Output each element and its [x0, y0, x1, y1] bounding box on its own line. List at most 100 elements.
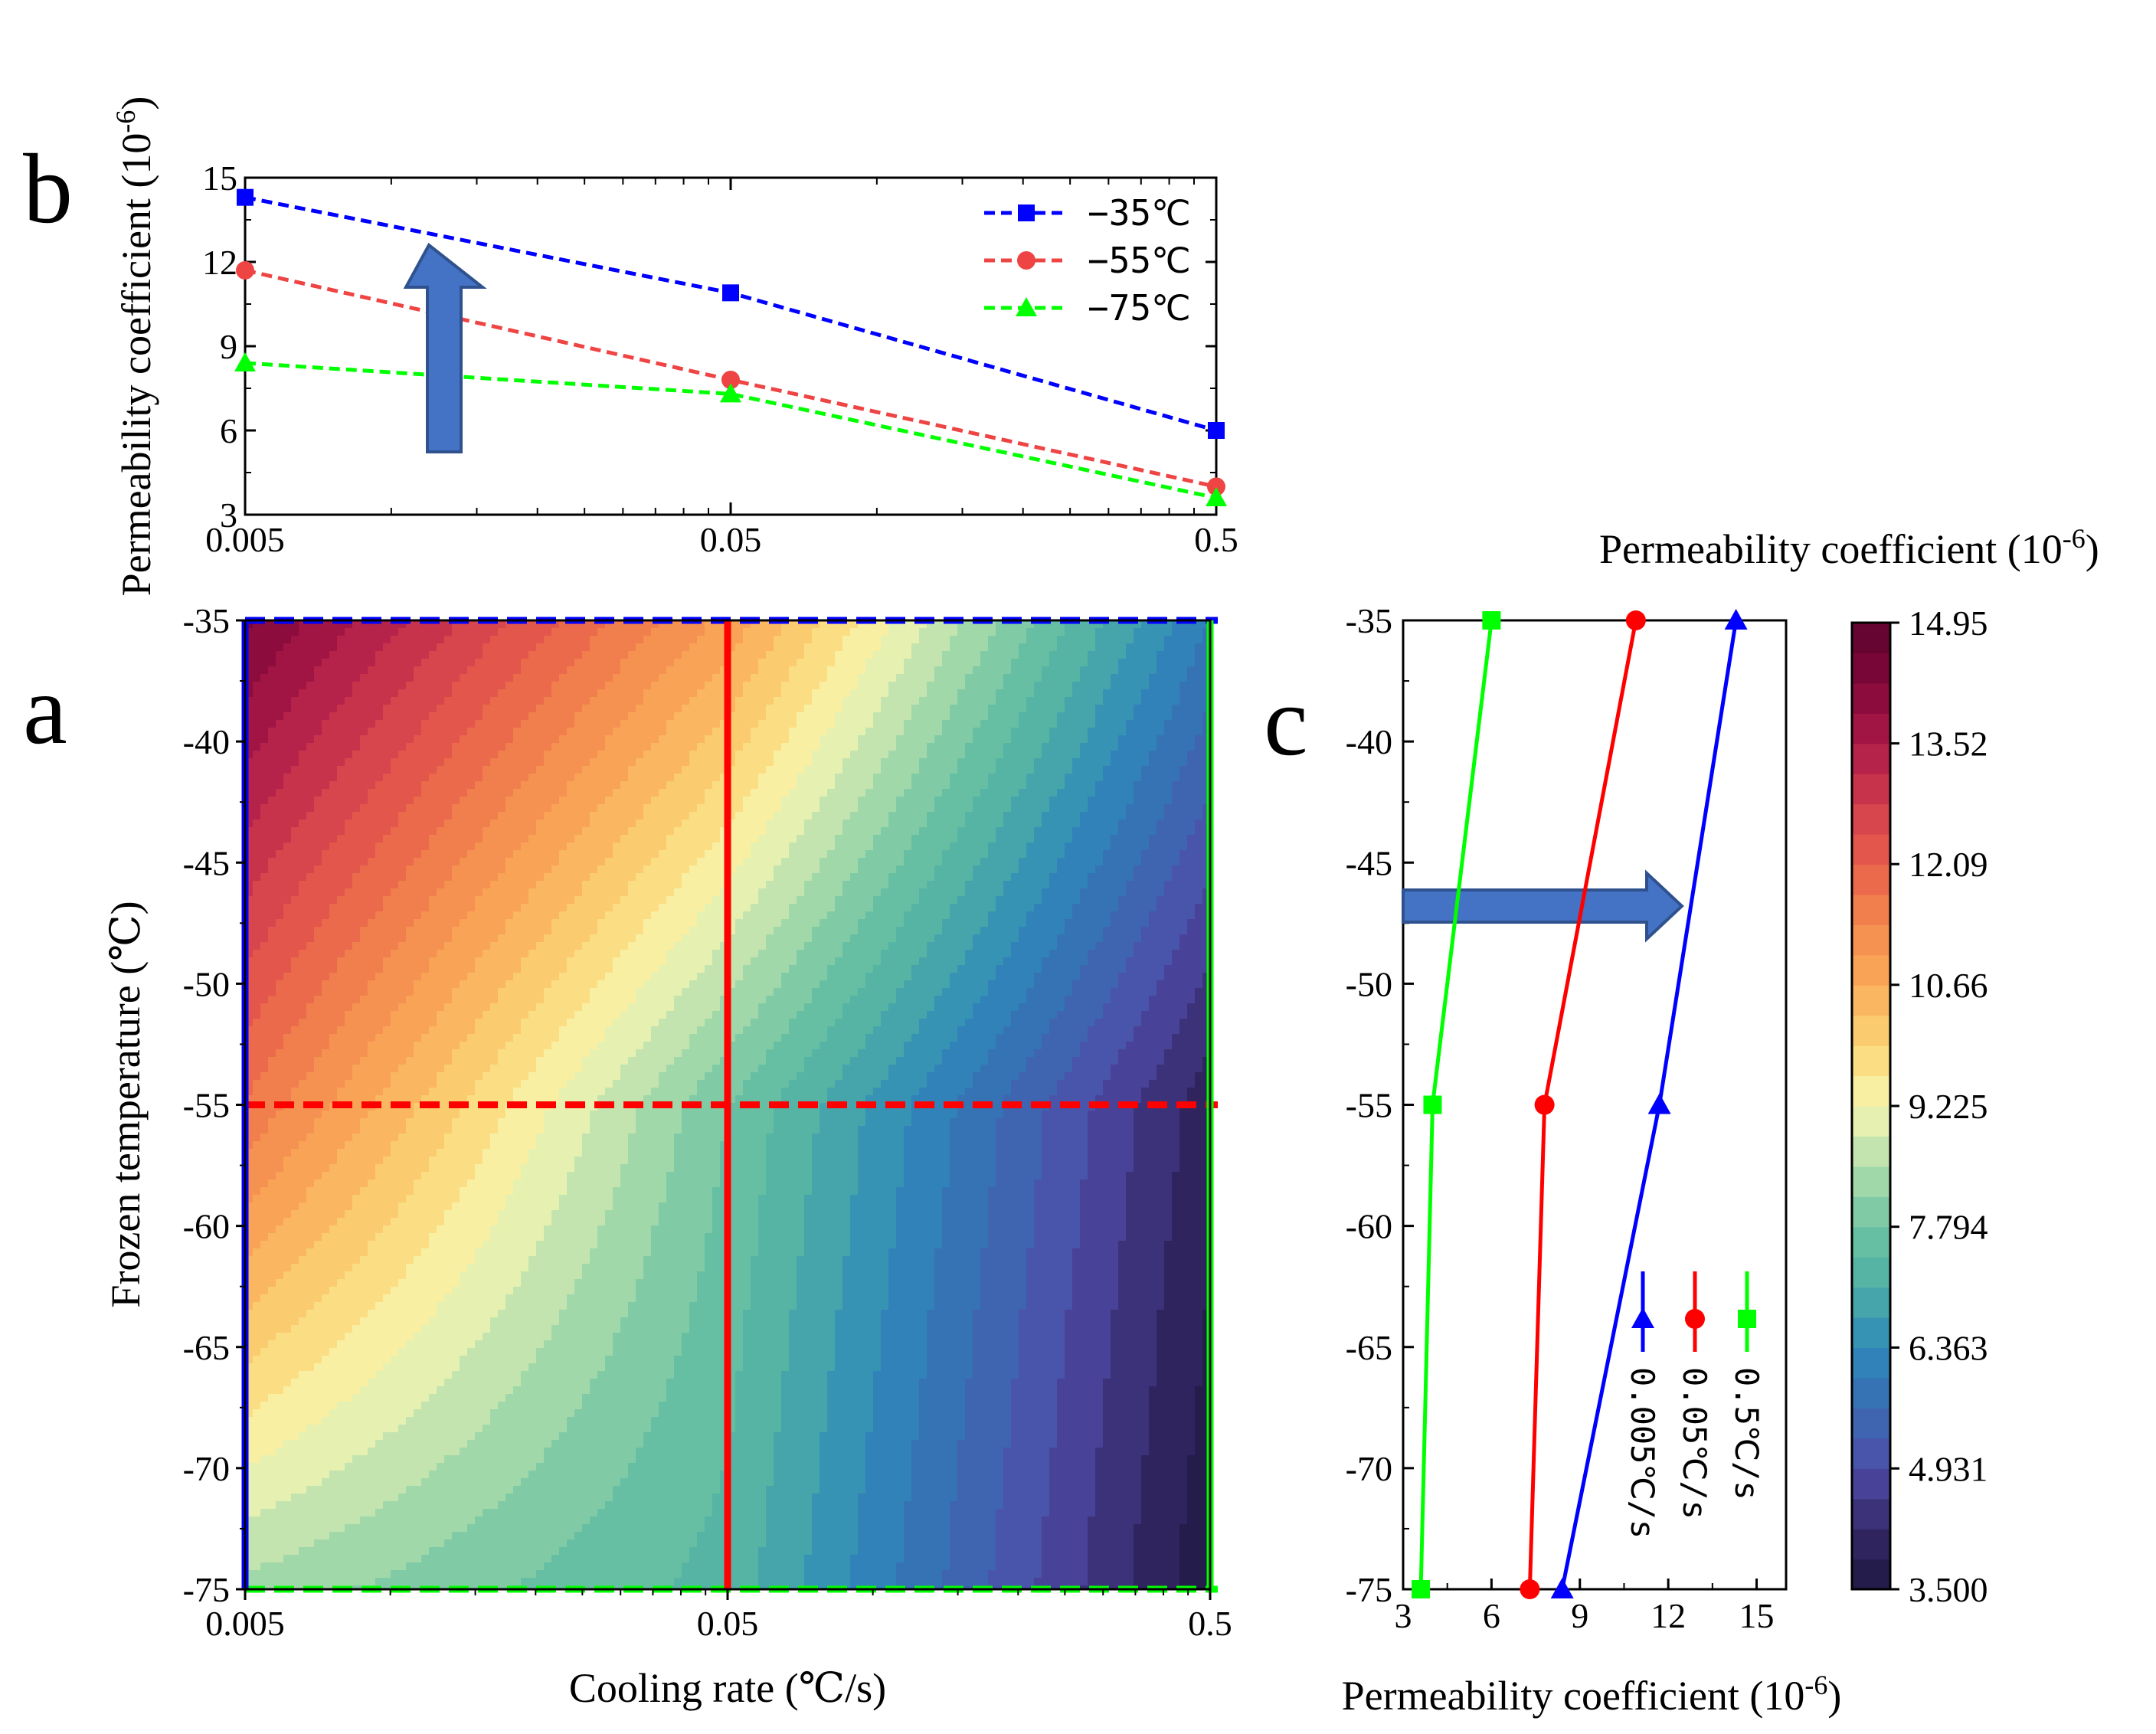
a-contour-cell	[582, 911, 591, 920]
a-contour-cell	[643, 636, 652, 644]
a-contour-cell	[812, 881, 820, 889]
a-contour-cell	[1164, 896, 1173, 905]
a-contour-cell	[253, 735, 261, 744]
a-contour-cell	[934, 628, 943, 636]
a-contour-cell	[858, 888, 866, 897]
a-contour-cell	[659, 651, 667, 659]
a-contour-cell	[804, 705, 813, 713]
a-contour-cell	[574, 820, 583, 828]
a-contour-cell	[490, 781, 499, 790]
a-contour-cell	[789, 820, 797, 828]
a-contour-cell	[1187, 651, 1196, 659]
a-contour-cell	[865, 820, 874, 828]
a-contour-cell	[513, 827, 522, 836]
a-contour-cell	[636, 781, 644, 790]
a-contour-cell	[513, 904, 522, 912]
a-contour-cell	[804, 766, 813, 774]
a-contour-cell	[1126, 797, 1134, 805]
a-contour-cell	[1149, 850, 1157, 859]
a-contour-cell	[758, 842, 767, 851]
a-contour-cell	[980, 674, 989, 682]
a-contour-cell	[666, 804, 675, 813]
a-contour-cell	[636, 812, 644, 820]
a-contour-cell	[559, 705, 568, 713]
a-contour-cell	[1049, 888, 1058, 897]
a-contour-cell	[360, 643, 368, 652]
a-contour-cell	[789, 911, 797, 920]
a-contour-cell	[973, 712, 981, 721]
a-contour-cell	[735, 743, 744, 751]
a-contour-cell	[842, 911, 851, 920]
a-contour-cell	[345, 835, 353, 843]
a-contour-cell	[904, 666, 912, 675]
a-contour-cell	[375, 674, 384, 682]
a-contour-cell	[268, 842, 276, 851]
a-contour-cell	[429, 636, 437, 644]
a-contour-cell	[337, 774, 345, 782]
a-contour-cell	[414, 827, 422, 836]
a-contour-cell	[766, 735, 774, 744]
a-contour-cell	[268, 743, 276, 751]
a-contour-cell	[751, 789, 759, 797]
a-contour-cell	[544, 735, 552, 744]
a-contour-cell	[1003, 850, 1012, 859]
a-contour-cell	[590, 797, 598, 805]
a-contour-cell	[797, 766, 805, 774]
a-contour-cell	[751, 689, 759, 698]
a-contour-cell	[682, 666, 690, 675]
a-contour-cell	[628, 735, 636, 744]
a-contour-cell	[590, 682, 598, 690]
a-contour-cell	[643, 896, 652, 905]
a-contour-cell	[911, 689, 920, 698]
a-contour-cell	[505, 712, 514, 721]
a-contour-cell	[904, 774, 912, 782]
a-contour-cell	[360, 820, 368, 828]
a-contour-cell	[260, 659, 269, 667]
a-contour-cell	[421, 881, 430, 889]
a-contour-cell	[306, 896, 315, 905]
a-contour-cell	[758, 911, 767, 920]
a-contour-cell	[934, 758, 943, 767]
a-contour-cell	[1026, 758, 1035, 767]
a-contour-cell	[590, 636, 598, 644]
a-contour-cell	[820, 797, 828, 805]
a-contour-cell	[643, 712, 652, 721]
a-contour-cell	[1157, 651, 1165, 659]
a-contour-cell	[490, 674, 499, 682]
a-contour-cell	[559, 804, 568, 813]
a-contour-cell	[253, 873, 261, 882]
a-contour-cell	[345, 781, 353, 790]
a-contour-cell	[337, 781, 345, 790]
a-contour-cell	[812, 689, 820, 698]
a-contour-cell	[735, 651, 744, 659]
a-contour-cell	[628, 720, 636, 728]
a-contour-cell	[536, 712, 545, 721]
a-contour-cell	[544, 697, 552, 705]
a-contour-cell	[804, 735, 813, 744]
a-contour-cell	[475, 842, 483, 851]
a-contour-cell	[582, 643, 591, 652]
a-contour-cell	[544, 842, 552, 851]
a-contour-cell	[988, 827, 996, 836]
a-contour-cell	[1126, 812, 1134, 820]
a-contour-cell	[360, 720, 368, 728]
a-contour-cell	[896, 651, 905, 659]
a-contour-cell	[253, 758, 261, 767]
a-contour-cell	[1164, 842, 1173, 851]
a-contour-cell	[498, 835, 506, 843]
a-contour-cell	[774, 720, 782, 728]
a-contour-cell	[260, 797, 269, 805]
a-contour-cell	[980, 781, 989, 790]
a-contour-cell	[774, 820, 782, 828]
a-contour-cell	[1011, 651, 1019, 659]
a-contour-cell	[659, 766, 667, 774]
a-contour-cell	[712, 697, 721, 705]
a-contour-cell	[613, 774, 621, 782]
a-contour-cell	[957, 697, 966, 705]
a-contour-cell	[1011, 666, 1019, 675]
a-contour-cell	[306, 766, 315, 774]
a-contour-cell	[812, 896, 820, 905]
a-contour-cell	[919, 705, 928, 713]
a-contour-cell	[1072, 827, 1081, 836]
a-contour-cell	[276, 628, 284, 636]
